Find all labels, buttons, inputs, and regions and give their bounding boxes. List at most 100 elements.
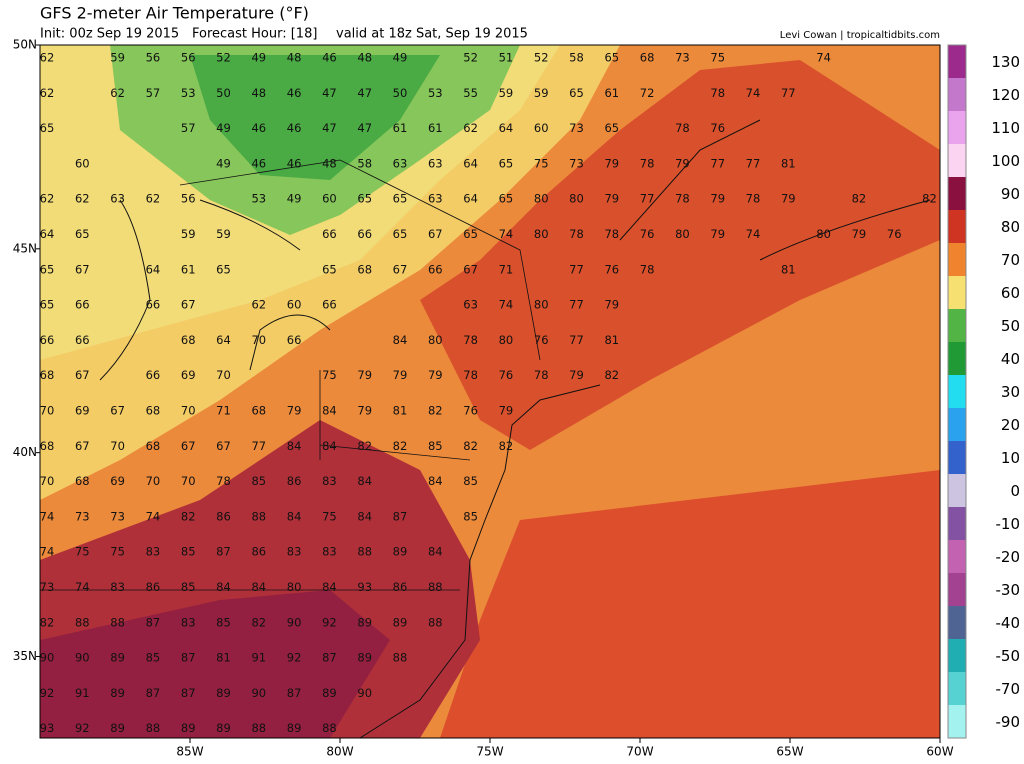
colorbar-segment [948, 705, 966, 739]
temperature-label: 62 [463, 121, 478, 135]
y-tick-label: 50N [13, 38, 37, 52]
temperature-label: 74 [499, 298, 514, 312]
temperature-label: 82 [499, 439, 514, 453]
temperature-label: 49 [216, 156, 231, 170]
temperature-label: 83 [322, 474, 337, 488]
temperature-label: 68 [40, 439, 55, 453]
temperature-label: 59 [110, 51, 125, 65]
temperature-label: 79 [675, 156, 690, 170]
temperature-label: 88 [393, 651, 408, 665]
temperature-label: 46 [251, 121, 266, 135]
temperature-label: 87 [322, 651, 337, 665]
temperature-label: 86 [251, 545, 266, 559]
temperature-label: 79 [604, 298, 619, 312]
temperature-label: 66 [146, 298, 161, 312]
colorbar-segment [948, 474, 966, 508]
colorbar-label: 70 [1001, 251, 1020, 269]
temperature-label: 78 [675, 192, 690, 206]
temperature-label: 67 [75, 262, 90, 276]
temperature-label: 66 [146, 368, 161, 382]
x-tick-label: 70W [626, 745, 653, 759]
temperature-label: 78 [640, 156, 655, 170]
temperature-label: 70 [251, 333, 266, 347]
temperature-label: 61 [393, 121, 408, 135]
title: GFS 2-meter Air Temperature (°F) [40, 4, 309, 23]
temperature-label: 47 [322, 86, 337, 100]
temperature-label: 89 [287, 721, 302, 735]
temperature-label: 78 [675, 121, 690, 135]
temperature-label: 66 [40, 333, 55, 347]
temperature-label: 63 [393, 156, 408, 170]
temperature-label: 66 [357, 227, 372, 241]
temperature-label: 76 [534, 333, 549, 347]
temperature-label: 88 [322, 721, 337, 735]
temperature-label: 74 [816, 51, 831, 65]
temperature-label: 50 [393, 86, 408, 100]
temperature-label: 90 [40, 651, 55, 665]
temperature-label: 53 [428, 86, 443, 100]
colorbar-label: -10 [996, 515, 1021, 533]
temperature-label: 67 [393, 262, 408, 276]
temperature-label: 67 [428, 227, 443, 241]
temperature-label: 82 [604, 368, 619, 382]
temperature-label: 84 [287, 509, 302, 523]
colorbar-segment [948, 441, 966, 475]
temperature-label: 68 [357, 262, 372, 276]
temperature-label: 75 [322, 509, 337, 523]
temperature-label: 79 [287, 404, 302, 418]
temperature-label: 64 [216, 333, 231, 347]
temperature-label: 75 [710, 51, 725, 65]
temperature-label: 93 [357, 580, 372, 594]
temperature-label: 78 [746, 192, 761, 206]
temperature-label: 76 [604, 262, 619, 276]
colorbar-segment [948, 177, 966, 211]
temperature-label: 53 [181, 86, 196, 100]
temperature-label: 65 [75, 227, 90, 241]
temperature-label: 83 [322, 545, 337, 559]
temperature-label: 61 [428, 121, 443, 135]
temperature-label: 77 [569, 262, 584, 276]
colorbar-segment [948, 276, 966, 310]
temperature-label: 62 [40, 86, 55, 100]
temperature-label: 88 [146, 721, 161, 735]
temperature-label: 81 [781, 262, 796, 276]
temperature-label: 74 [75, 580, 90, 594]
forecast-hour: Forecast Hour: [18] [192, 27, 317, 42]
temperature-label: 66 [287, 333, 302, 347]
temperature-label: 68 [146, 404, 161, 418]
temperature-label: 61 [604, 86, 619, 100]
temperature-label: 82 [428, 404, 443, 418]
temperature-label: 80 [499, 333, 514, 347]
temperature-label: 63 [428, 156, 443, 170]
temperature-label: 78 [710, 86, 725, 100]
temperature-field [40, 45, 940, 738]
temperature-label: 59 [534, 86, 549, 100]
colorbar-segment [948, 210, 966, 244]
temperature-label: 89 [216, 686, 231, 700]
temperature-label: 89 [110, 721, 125, 735]
temperature-label: 84 [216, 580, 231, 594]
temperature-label: 85 [251, 474, 266, 488]
temperature-label: 62 [251, 298, 266, 312]
temperature-label: 75 [110, 545, 125, 559]
temperature-label: 74 [40, 545, 55, 559]
temperature-label: 73 [110, 509, 125, 523]
temperature-label: 84 [322, 404, 337, 418]
colorbar-segment [948, 309, 966, 343]
temperature-label: 79 [393, 368, 408, 382]
temperature-label: 88 [75, 615, 90, 629]
colorbar-label: 0 [1010, 482, 1020, 500]
temperature-label: 78 [640, 262, 655, 276]
temperature-label: 62 [40, 51, 55, 65]
temperature-label: 82 [852, 192, 867, 206]
temperature-label: 46 [322, 51, 337, 65]
colorbar-segment [948, 639, 966, 673]
temperature-label: 79 [781, 192, 796, 206]
temperature-label: 71 [499, 262, 514, 276]
colorbar-label: 60 [1001, 284, 1020, 302]
temperature-label: 88 [110, 615, 125, 629]
temperature-label: 80 [534, 192, 549, 206]
temperature-label: 77 [569, 333, 584, 347]
colorbar-segment [948, 507, 966, 541]
